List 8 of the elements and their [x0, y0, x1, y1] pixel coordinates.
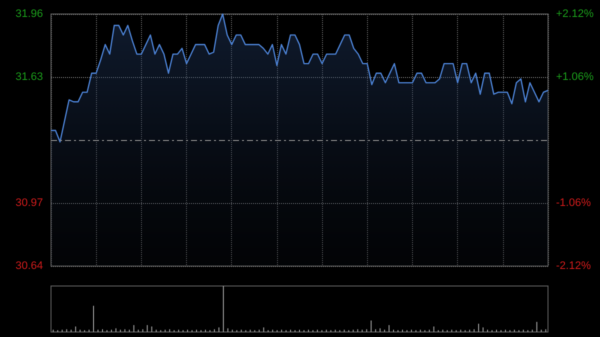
y-tick-label: 30.64 — [15, 260, 43, 272]
y2-tick-label: +2.12% — [556, 8, 594, 20]
y2-tick-label: -2.12% — [556, 260, 592, 272]
y2-tick-label: +1.06% — [556, 71, 594, 83]
y-tick-label: 31.96 — [15, 8, 43, 20]
y-tick-label: 31.63 — [15, 71, 43, 83]
y-tick-label: 30.97 — [15, 197, 43, 209]
y2-tick-label: -1.06% — [556, 197, 592, 209]
